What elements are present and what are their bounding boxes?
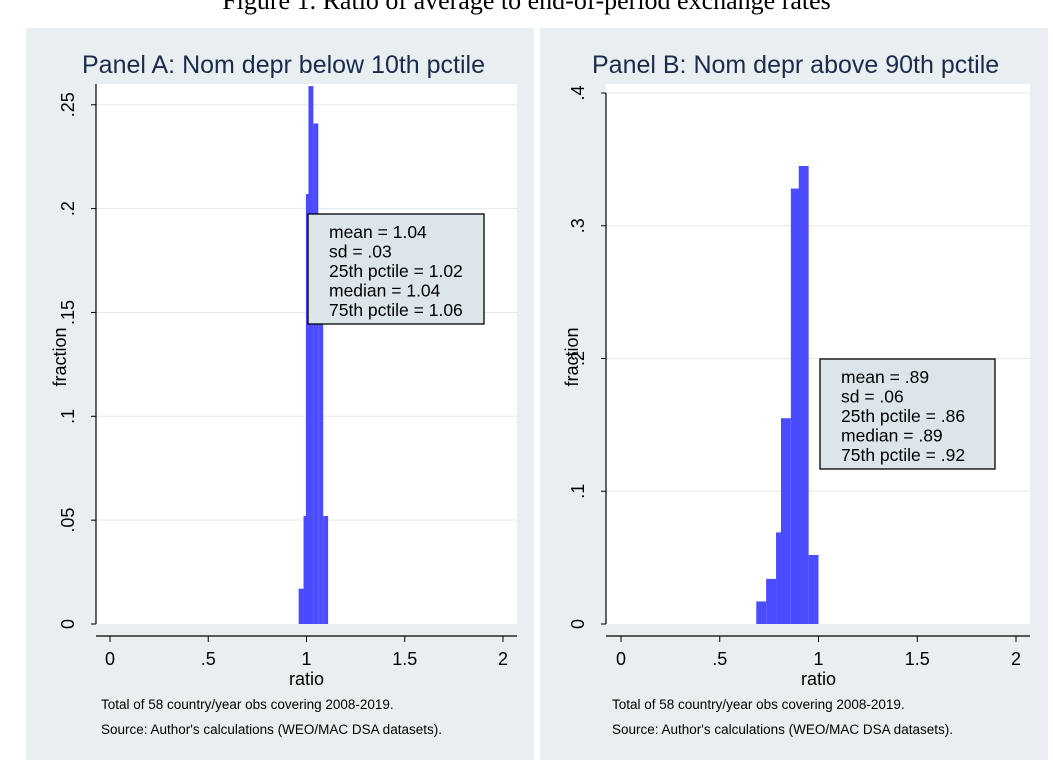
panel-a-note: Total of 58 country/year obs covering 20…: [101, 697, 394, 712]
panel-b-bar: [798, 166, 809, 624]
panel-b-stats-line: 25th pctile = .86: [841, 406, 965, 426]
panel-b-y-tick-label: .2: [568, 351, 588, 366]
panel-b-x-tick-label: 2: [1011, 649, 1021, 669]
panel-b-title: Panel B: Nom depr above 90th pctile: [592, 51, 999, 79]
panel-a-x-tick-label: 2: [498, 649, 508, 669]
panel-b-note: Source: Author's calculations (WEO/MAC D…: [612, 722, 953, 737]
panel-a-stats-line: 25th pctile = 1.02: [329, 261, 463, 281]
panel-a-y-tick-label: .05: [58, 508, 78, 533]
figure-title: Figure 1. Ratio of average to end-of-per…: [222, 0, 831, 15]
panel-a-x-tick-label: 1: [301, 649, 311, 669]
panel-a-bar: [318, 302, 324, 624]
panel-a-bar: [313, 123, 319, 624]
panel-a-x-axis-label: ratio: [289, 669, 324, 689]
panel-b-stats-line: 75th pctile = .92: [841, 445, 965, 465]
panel-b-stats-line: sd = .06: [841, 387, 904, 407]
panel-a-x-tick-label: 0: [105, 649, 115, 669]
panel-b-y-tick-label: .3: [568, 218, 588, 233]
panel-a-y-tick-label: .2: [58, 201, 78, 216]
panel-a-y-tick-label: .25: [58, 92, 78, 117]
panel-a-y-tick-label: .15: [58, 300, 78, 325]
panel-b-stats-line: median = .89: [841, 426, 943, 446]
panel-a-note: Source: Author's calculations (WEO/MAC D…: [101, 722, 442, 737]
panel-b-stats-box: [819, 358, 996, 470]
panel-a-stats-line: mean = 1.04: [329, 222, 427, 242]
panel-a-stats-line: 75th pctile = 1.06: [329, 300, 463, 320]
panel-a-stats-line: median = 1.04: [329, 281, 441, 301]
panel-b-bar: [790, 188, 801, 624]
panel-b-y-axis-label: fraction: [562, 327, 582, 386]
panel-b-x-tick-label: 1: [813, 649, 823, 669]
panel-a-y-axis-label: fraction: [50, 327, 70, 386]
panel-b-stats-line: mean = .89: [841, 367, 929, 387]
panel-b-x-axis-label: ratio: [801, 669, 836, 689]
panel-b-bar: [766, 578, 777, 624]
panel-b-bar: [756, 601, 767, 624]
panel-a-bar: [323, 516, 329, 624]
panel-a-x-tick-label: .5: [201, 649, 216, 669]
panel-b-x-tick-label: .5: [712, 649, 727, 669]
panel-a-y-tick-label: .1: [58, 409, 78, 424]
panel-b-y-tick-label: .1: [568, 484, 588, 499]
panel-b-y-tick-label: 0: [568, 619, 588, 629]
panel-b-note: Total of 58 country/year obs covering 20…: [612, 697, 905, 712]
panel-a-stats-box: [307, 213, 485, 325]
panel-b-x-tick-label: 0: [616, 649, 626, 669]
panel-b-bar: [808, 554, 819, 624]
panel-a-stats-line: sd = .03: [329, 242, 392, 262]
panel-a-y-tick-label: 0: [58, 619, 78, 629]
panel-b-bar: [780, 418, 791, 624]
panel-a-bar: [308, 86, 314, 625]
panel-b-y-tick-label: .4: [568, 85, 588, 100]
panel-a-x-tick-label: 1.5: [392, 649, 417, 669]
panel-a-bar: [298, 588, 304, 624]
panel-b-x-tick-label: 1.5: [905, 649, 930, 669]
panel-a-title: Panel A: Nom depr below 10th pctile: [82, 51, 485, 79]
panel-b-plot-area: [606, 84, 1030, 624]
panel-a-bar: [305, 194, 311, 625]
